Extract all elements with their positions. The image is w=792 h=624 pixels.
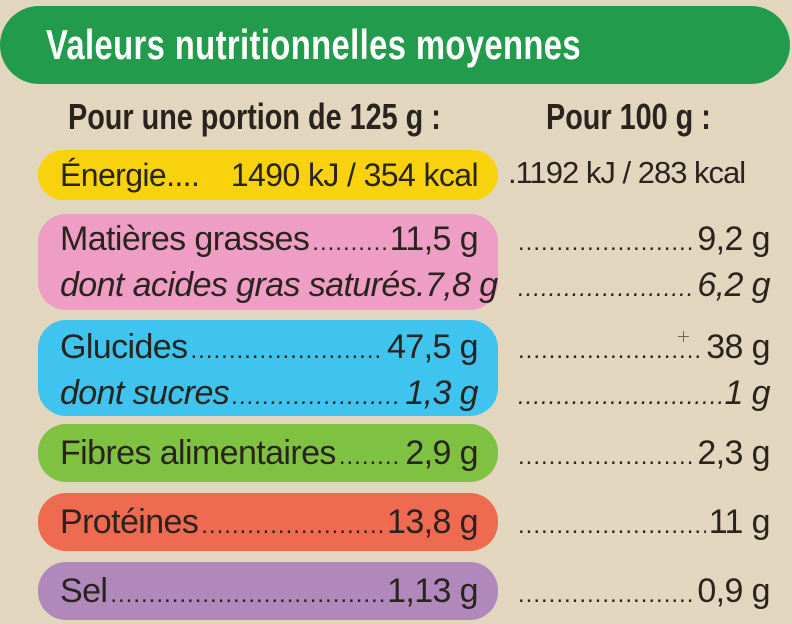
row-glucides: Glucides 47,5 g dont sucres 1,3 g 38 g 1…	[0, 320, 792, 416]
leader-dots	[190, 328, 384, 374]
energie-portion-value: 1490 kJ / 354 kcal	[230, 157, 479, 193]
leader-dots	[201, 503, 384, 549]
row-sel: Sel 1,13 g 0,9 g	[0, 562, 792, 620]
row-energie: Énergie.... 1490 kJ / 354 kcal .1192 kJ …	[0, 150, 792, 200]
glucides-portion-value: 47,5 g	[387, 328, 479, 366]
leader-dots	[518, 266, 694, 312]
sel-label: Sel	[60, 572, 108, 610]
matieres-grasses-label: Matières grasses	[60, 220, 310, 258]
row-fibres: Fibres alimentaires 2,9 g 2,3 g	[0, 424, 792, 482]
sel-portion-value: 1,13 g	[387, 572, 479, 610]
header-portion: Pour une portion de 125 g :	[68, 96, 441, 137]
leader-dots	[312, 220, 386, 266]
pill-energie: Énergie.... 1490 kJ / 354 kcal	[38, 150, 498, 200]
fibres-per100-value: 2,3 g	[697, 434, 770, 472]
acides-gras-label: dont acides gras saturés.	[60, 266, 425, 304]
sucres-per100-value: 1 g	[724, 374, 771, 412]
title-banner: Valeurs nutritionnelles moyennes	[0, 6, 790, 84]
energie-label: Énergie....	[60, 157, 200, 193]
sel-per100-value: 0,9 g	[697, 572, 770, 610]
pill-sel: Sel 1,13 g	[38, 562, 498, 620]
crosshair-mark	[678, 331, 689, 342]
glucides-label: Glucides	[60, 328, 188, 366]
leader-dots	[518, 572, 694, 618]
header-per100: Pour 100 g :	[546, 96, 711, 137]
glucides-per100-value: 38 g	[706, 328, 770, 366]
leader-dots	[518, 220, 694, 266]
fibres-label: Fibres alimentaires	[60, 434, 336, 472]
matieres-grasses-portion-value: 11,5 g	[389, 220, 479, 258]
leader-dots	[518, 434, 694, 480]
fibres-portion-value: 2,9 g	[405, 434, 478, 472]
pill-matieres-grasses: Matières grasses 11,5 g dont acides gras…	[38, 214, 498, 310]
proteines-label: Protéines	[60, 503, 199, 541]
acides-gras-portion-value: 7,8 g	[424, 266, 498, 304]
pill-proteines: Protéines 13,8 g	[38, 493, 498, 551]
leader-dots	[518, 374, 722, 420]
leader-dots	[232, 374, 402, 420]
leader-dots	[518, 328, 703, 374]
sucres-portion-value: 1,3 g	[405, 374, 478, 412]
matieres-grasses-per100-value: 9,2 g	[697, 220, 770, 258]
leader-dots	[518, 503, 706, 549]
sucres-label: dont sucres	[60, 374, 230, 412]
row-proteines: Protéines 13,8 g 11 g	[0, 493, 792, 551]
leader-dots	[339, 434, 403, 480]
leader-dots	[110, 572, 384, 618]
proteines-per100-value: 11 g	[708, 503, 771, 541]
energie-per100-value: .1192 kJ / 283 kcal	[508, 155, 746, 190]
row-matieres-grasses: Matières grasses 11,5 g dont acides gras…	[0, 214, 792, 310]
acides-gras-per100-value: 6,2 g	[697, 266, 770, 304]
proteines-portion-value: 13,8 g	[387, 503, 479, 541]
pill-fibres: Fibres alimentaires 2,9 g	[38, 424, 498, 482]
table-title: Valeurs nutritionnelles moyennes	[46, 21, 581, 68]
pill-glucides: Glucides 47,5 g dont sucres 1,3 g	[38, 320, 498, 416]
